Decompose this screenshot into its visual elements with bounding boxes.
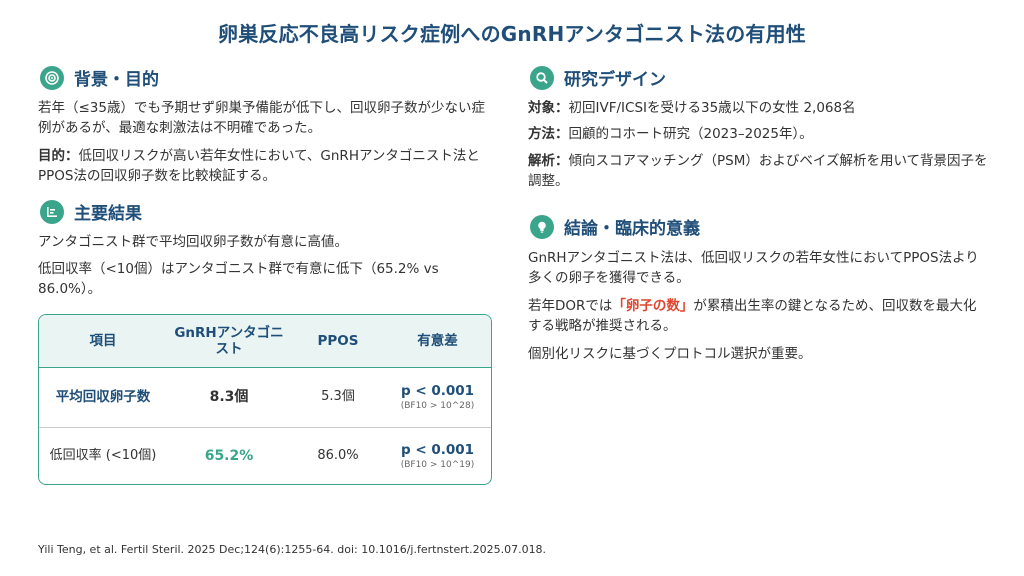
table-header-item: 項目 <box>89 333 117 349</box>
table-cell-antagonist: 65.2% <box>204 448 254 464</box>
results-table: 項目 GnRHアンタゴニスト PPOS 有意差 平均回収卵子数 8.3個 5.3… <box>38 314 492 485</box>
results-section-header: 主要結果 <box>40 199 142 224</box>
table-cell-significance: p < 0.001 (BF10 > 10^28) <box>385 367 490 427</box>
table-cell-item: 平均回収卵子数 <box>55 389 151 405</box>
table-cell-ppos: 5.3個 <box>321 389 355 404</box>
table-cell-antagonist: 8.3個 <box>209 389 249 405</box>
design-method: 方法：回顧的コホート研究（2023–2025年）。 <box>528 124 988 144</box>
conclusion-text-2-post: が累積出生率の鍵となるため、回収数を最大化する戦略が推奨される。 <box>528 298 977 334</box>
results-text-1: アンタゴニスト群で平均回収卵子数が有意に高値。 <box>38 234 348 250</box>
table-cell-significance: p < 0.001 (BF10 > 10^19) <box>385 428 490 484</box>
bar-chart-icon <box>40 199 64 224</box>
conclusion-text-3: 個別化リスクに基づくプロトコル選択が重要。 <box>528 346 812 362</box>
table-header-row: 項目 GnRHアンタゴニスト PPOS 有意差 <box>39 315 491 368</box>
table-header-ppos: PPOS <box>317 333 359 349</box>
results-text-2: 低回収率（<10個）はアンタゴニスト群で有意に低下（65.2% vs 86.0%… <box>38 261 439 297</box>
results-heading: 主要結果 <box>74 204 142 224</box>
purpose-paragraph: 目的：低回収リスクが高い若年女性において、GnRHアンタゴニスト法とPPOS法の… <box>38 146 498 186</box>
design-subject: 対象：初回IVF/ICSIを受ける35歳以下の女性 2,068名 <box>528 98 988 118</box>
background-section-header: 背景・目的 <box>40 65 159 90</box>
citation: Yili Teng, et al. Fertil Steril. 2025 De… <box>38 543 547 556</box>
table-header-significance: 有意差 <box>417 333 458 349</box>
analysis-text: 傾向スコアマッチング（PSM）およびベイズ解析を用いて背景因子を調整。 <box>528 153 988 189</box>
analysis-label: 解析： <box>528 153 569 169</box>
p-value: p < 0.001 <box>400 382 475 399</box>
method-label: 方法： <box>528 126 569 142</box>
search-icon <box>530 65 554 90</box>
design-section-header: 研究デザイン <box>530 65 666 90</box>
conclusion-section-header: 結論・臨床的意義 <box>530 214 700 239</box>
subject-label: 対象： <box>528 100 569 116</box>
conclusion-text-1: GnRHアンタゴニスト法は、低回収リスクの若年女性においてPPOS法より多くの卵… <box>528 250 979 286</box>
highlight-text: 「卵子の数」 <box>612 298 694 314</box>
background-heading: 背景・目的 <box>74 70 159 90</box>
purpose-label: 目的： <box>38 148 79 164</box>
subject-text: 初回IVF/ICSIを受ける35歳以下の女性 2,068名 <box>568 100 856 116</box>
table-row: 平均回収卵子数 8.3個 5.3個 p < 0.001 (BF10 > 10^2… <box>39 367 491 428</box>
table-cell-item: 低回収率 (<10個) <box>49 448 157 463</box>
method-text: 回顧的コホート研究（2023–2025年）。 <box>568 126 813 142</box>
table-header-antagonist: GnRHアンタゴニスト <box>174 325 284 357</box>
lightbulb-icon <box>530 214 554 239</box>
purpose-text: 低回収リスクが高い若年女性において、GnRHアンタゴニスト法とPPOS法の回収卵… <box>38 148 480 184</box>
target-icon <box>40 65 64 90</box>
table-row: 低回収率 (<10個) 65.2% 86.0% p < 0.001 (BF10 … <box>39 428 491 484</box>
p-value: p < 0.001 <box>400 441 475 458</box>
conclusion-heading: 結論・臨床的意義 <box>564 219 700 239</box>
conclusion-text-2: 若年DORでは「卵子の数」が累積出生率の鍵となるため、回収数を最大化する戦略が推… <box>528 296 988 336</box>
page-title: 卵巣反応不良高リスク症例へのGnRHアンタゴニスト法の有用性 <box>218 22 806 46</box>
table-cell-ppos: 86.0% <box>317 448 359 463</box>
design-analysis: 解析：傾向スコアマッチング（PSM）およびベイズ解析を用いて背景因子を調整。 <box>528 151 988 191</box>
bayes-factor: (BF10 > 10^28) <box>400 400 475 411</box>
design-heading: 研究デザイン <box>564 70 666 90</box>
bayes-factor: (BF10 > 10^19) <box>400 459 475 470</box>
background-text: 若年（≤35歳）でも予期せず卵巣予備能が低下し、回収卵子数が少ない症例があるが、… <box>38 100 485 136</box>
conclusion-text-2-pre: 若年DORでは <box>528 298 613 314</box>
